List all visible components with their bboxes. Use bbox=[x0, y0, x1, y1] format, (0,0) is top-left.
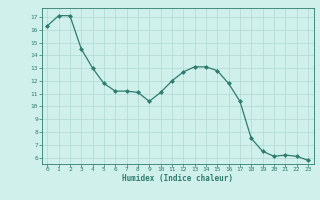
X-axis label: Humidex (Indice chaleur): Humidex (Indice chaleur) bbox=[122, 174, 233, 183]
